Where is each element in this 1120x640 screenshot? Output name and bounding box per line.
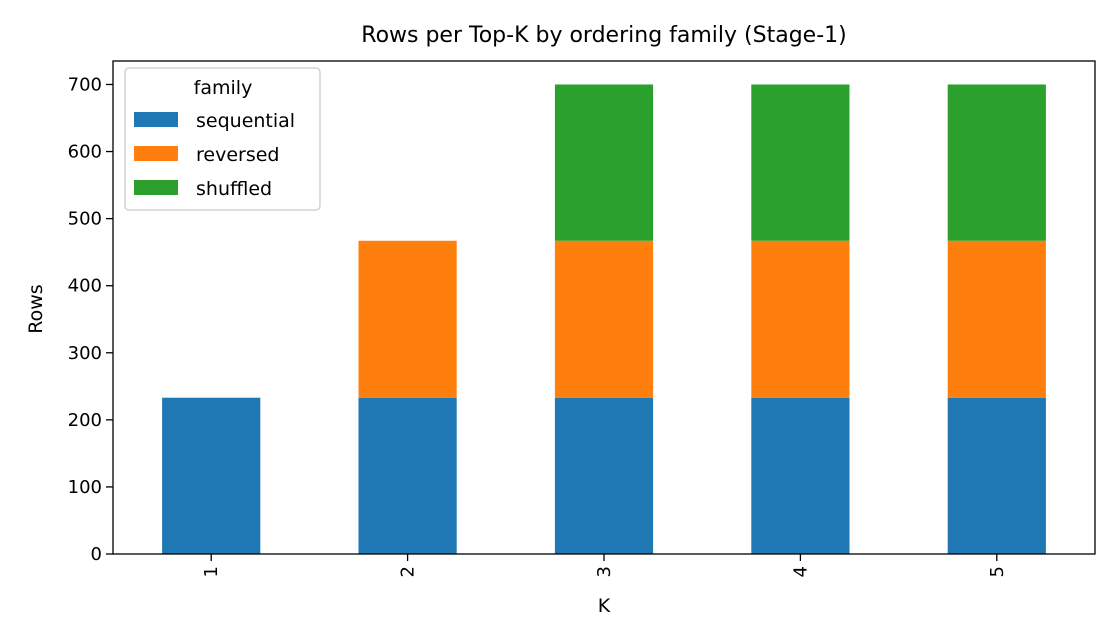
y-tick-label: 100: [68, 477, 102, 498]
y-axis-label: Rows: [25, 284, 47, 333]
chart-title: Rows per Top-K by ordering family (Stage…: [361, 23, 846, 48]
y-tick-label: 300: [68, 343, 102, 364]
y-tick-label: 700: [68, 74, 102, 95]
bar-sequential-k2: [358, 397, 457, 554]
legend-swatch-sequential: [134, 112, 178, 127]
bar-shuffled-k4: [751, 84, 850, 241]
legend: family sequential reversed shuffled: [124, 67, 321, 211]
x-tick-label: 1: [201, 566, 222, 577]
legend-swatch-shuffled: [134, 180, 178, 195]
x-tick-label: 3: [594, 566, 615, 577]
bar-sequential-k5: [947, 397, 1046, 554]
legend-label-sequential: sequential: [196, 110, 295, 132]
legend-label-reversed: reversed: [196, 144, 279, 166]
y-tick-label: 600: [68, 142, 102, 163]
bar-sequential-k1: [162, 397, 261, 554]
y-tick-label: 0: [91, 544, 102, 565]
y-tick-label: 200: [68, 410, 102, 431]
bars-layer: [162, 84, 1046, 554]
y-tick-label: 400: [68, 276, 102, 297]
legend-title: family: [194, 77, 253, 99]
x-tick-label: 2: [398, 566, 419, 577]
x-tick-label: 5: [987, 566, 1008, 577]
bar-sequential-k4: [751, 397, 850, 554]
legend-swatch-reversed: [134, 146, 178, 161]
x-axis-label: K: [598, 595, 611, 617]
bar-reversed-k2: [358, 240, 457, 398]
x-tick-label: 4: [790, 566, 811, 577]
bar-reversed-k5: [947, 240, 1046, 398]
bar-reversed-k3: [554, 240, 654, 398]
legend-box: [124, 67, 321, 211]
legend-label-shuffled: shuffled: [196, 178, 272, 200]
axes-layer: 0 100 200 300 400 500 600 700 1 2 3 4 5: [68, 60, 1096, 577]
bar-shuffled-k3: [554, 84, 654, 241]
y-tick-label: 500: [68, 209, 102, 230]
bar-sequential-k3: [554, 397, 654, 554]
bar-shuffled-k5: [947, 84, 1046, 241]
bar-reversed-k4: [751, 240, 850, 398]
